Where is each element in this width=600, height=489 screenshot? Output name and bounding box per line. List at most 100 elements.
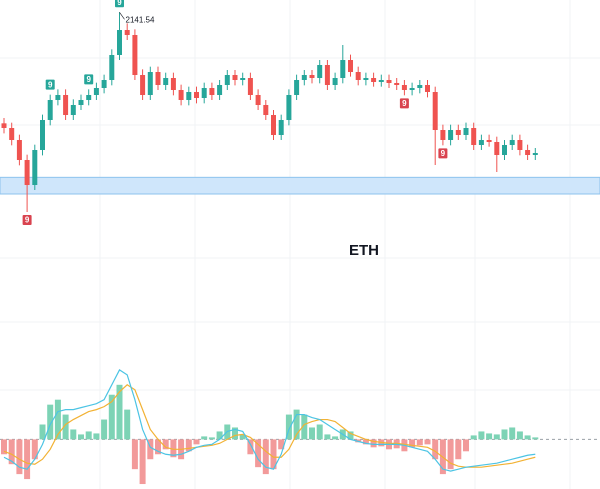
signal-badge <box>115 0 124 8</box>
candle-body <box>40 120 45 150</box>
candle-body <box>70 105 76 115</box>
candle-body <box>271 115 276 135</box>
candle-body <box>440 130 446 140</box>
signal-badge <box>45 79 55 90</box>
histogram-bar <box>262 439 269 475</box>
histogram-bar <box>478 431 485 440</box>
histogram-bar <box>532 437 539 440</box>
histogram-bar <box>447 439 454 470</box>
histogram-bar <box>432 439 439 460</box>
candle-body <box>155 72 161 85</box>
candle-body <box>532 153 538 155</box>
signal-label: 9 <box>402 99 407 108</box>
histogram-bar <box>239 434 246 440</box>
macd-line <box>3 369 536 472</box>
candle-body <box>448 130 454 140</box>
histogram-bar <box>247 439 254 455</box>
histogram-bar <box>78 434 84 440</box>
candle-body <box>471 128 477 145</box>
histogram-bar <box>1 439 7 455</box>
candle-body <box>178 90 184 100</box>
histogram-bar <box>108 394 115 440</box>
candle-body <box>355 72 361 80</box>
candle-body <box>301 75 307 80</box>
candle-body <box>217 85 223 95</box>
candle-body <box>425 85 430 92</box>
histogram-bar <box>324 434 331 440</box>
candle-body <box>340 60 346 78</box>
candle-body <box>101 80 107 88</box>
histogram-bar <box>232 427 238 440</box>
histogram-bar <box>124 409 131 440</box>
candle-body <box>93 88 99 95</box>
support-zone <box>0 176 600 195</box>
candle-body <box>409 88 415 90</box>
histogram-bar <box>85 431 92 440</box>
signal-badge <box>22 215 32 225</box>
histogram-bar <box>416 439 423 446</box>
histogram-bar <box>70 429 77 440</box>
candle-body <box>478 140 484 145</box>
candle-body <box>132 35 138 75</box>
candle-body <box>294 80 300 95</box>
candle-body <box>24 160 30 185</box>
candle-body <box>324 65 330 85</box>
candle-body <box>278 120 284 135</box>
candle-body <box>163 78 169 85</box>
histogram-bar <box>208 437 215 440</box>
candle-body <box>186 92 192 100</box>
candle-body <box>47 100 53 120</box>
histogram-bar <box>162 439 169 450</box>
histogram-bar <box>54 399 61 440</box>
histogram-bar <box>185 439 192 452</box>
histogram-bar <box>278 439 285 450</box>
candle-body <box>109 55 115 80</box>
histogram-bar <box>493 434 500 440</box>
candle-body <box>502 145 507 155</box>
histogram-bar <box>39 424 46 440</box>
signal-label: 9 <box>25 216 30 225</box>
histogram-bar <box>285 414 292 440</box>
candle-body <box>9 128 15 140</box>
histogram-bar <box>139 439 146 485</box>
high-pointer <box>119 12 125 20</box>
signal-badge <box>438 148 448 159</box>
candle-body <box>317 65 323 78</box>
candle-body <box>417 85 423 88</box>
candle-body <box>378 80 384 82</box>
histogram-bar <box>332 436 339 440</box>
histogram-bar <box>470 435 477 440</box>
candle-body <box>32 150 38 185</box>
candle-body <box>332 78 338 85</box>
candle-body <box>124 30 130 35</box>
candle-body <box>363 78 369 80</box>
histogram-bar <box>201 436 208 440</box>
signal-badge <box>84 74 94 85</box>
candle-body <box>255 95 261 105</box>
histogram-bar <box>316 424 323 440</box>
candle-body <box>16 140 22 160</box>
candle-body <box>201 88 207 98</box>
candle-body <box>401 85 407 90</box>
histogram-bar <box>501 429 508 440</box>
candle-body <box>432 92 438 130</box>
candle-body <box>455 130 461 135</box>
histogram-bar <box>463 439 469 452</box>
histogram-bar <box>216 431 223 440</box>
histogram-bar <box>147 439 154 460</box>
candle-body <box>232 75 238 80</box>
histogram-bar <box>16 439 23 475</box>
histogram-bar <box>131 439 138 470</box>
histogram-bar <box>455 439 462 460</box>
histogram-bar <box>255 439 262 468</box>
histogram-bar <box>62 414 69 440</box>
signal-label: 9 <box>441 149 446 158</box>
candle-body <box>517 140 523 150</box>
candle-body <box>463 128 469 135</box>
signal-badge <box>399 98 409 109</box>
candle-body <box>509 140 515 145</box>
candle-body <box>247 78 253 95</box>
high-price-label: 2141.54 <box>126 15 155 24</box>
histogram-bar <box>516 431 523 440</box>
